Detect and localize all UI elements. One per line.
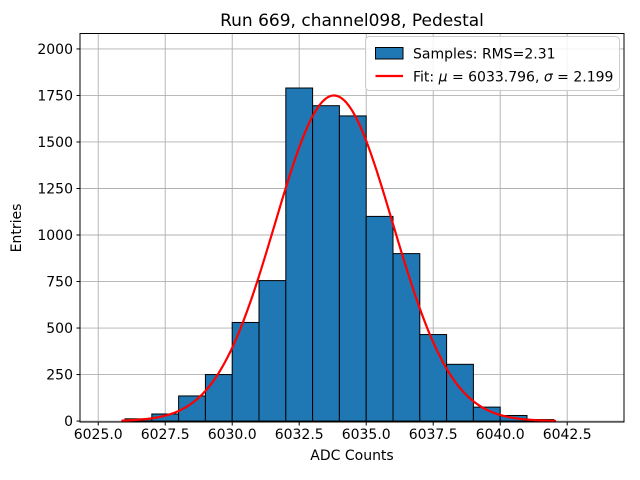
histogram-bars [124, 87, 555, 422]
y-tick-label: 750 [46, 275, 73, 291]
legend: Samples: RMS=2.31 Fit: μ = 6033.796, σ =… [365, 36, 620, 91]
y-tick-label: 1250 [37, 181, 73, 197]
chart-title: Run 669, channel098, Pedestal [220, 11, 484, 31]
fit-curve-layer [121, 94, 557, 422]
ticks-layer [76, 48, 568, 426]
y-tick-label: 500 [46, 321, 73, 337]
fit-curve [121, 94, 557, 422]
plot-border [79, 33, 625, 423]
histogram-bar [285, 87, 314, 422]
legend-sample-patch [375, 47, 404, 60]
y-tick-label: 1000 [37, 228, 73, 244]
x-axis-label: ADC Counts [310, 448, 393, 464]
x-tick-label: 6027.5 [141, 427, 190, 443]
y-tick-label: 0 [64, 414, 73, 430]
legend-box [365, 36, 620, 91]
x-tick-labels: 6025.0 6027.5 6030.0 6032.5 6035.0 6037.5 6040… [74, 427, 592, 443]
x-tick-label: 6032.5 [275, 427, 324, 443]
histogram-bar [419, 334, 448, 422]
histogram-bar [258, 280, 287, 422]
y-tick-label: 2000 [37, 42, 73, 58]
histogram-bar [312, 105, 340, 422]
y-axis-label: Entries [9, 204, 25, 253]
x-tick-label: 6035.0 [342, 427, 391, 443]
histogram-bar [338, 115, 367, 422]
y-tick-label: 1500 [37, 135, 73, 151]
y-tick-label: 250 [46, 368, 73, 384]
x-tick-label: 6042.5 [543, 427, 592, 443]
x-tick-label: 6030.0 [208, 427, 257, 443]
histogram-bar [392, 253, 421, 422]
x-tick-label: 6037.5 [409, 427, 458, 443]
y-tick-label: 1750 [37, 88, 73, 104]
histogram-bar [365, 215, 394, 422]
x-tick-label: 6040.0 [476, 427, 525, 443]
x-tick-label: 6025.0 [74, 427, 123, 443]
histogram-bar [446, 363, 474, 422]
legend-fit-label: Fit: μ = 6033.796, σ = 2.199 [413, 70, 613, 86]
legend-samples-label: Samples: RMS=2.31 [413, 47, 556, 63]
y-tick-labels: 0 250 500 750 1000 1250 1500 1750 2000 [37, 42, 73, 430]
histogram-bar [204, 374, 233, 422]
